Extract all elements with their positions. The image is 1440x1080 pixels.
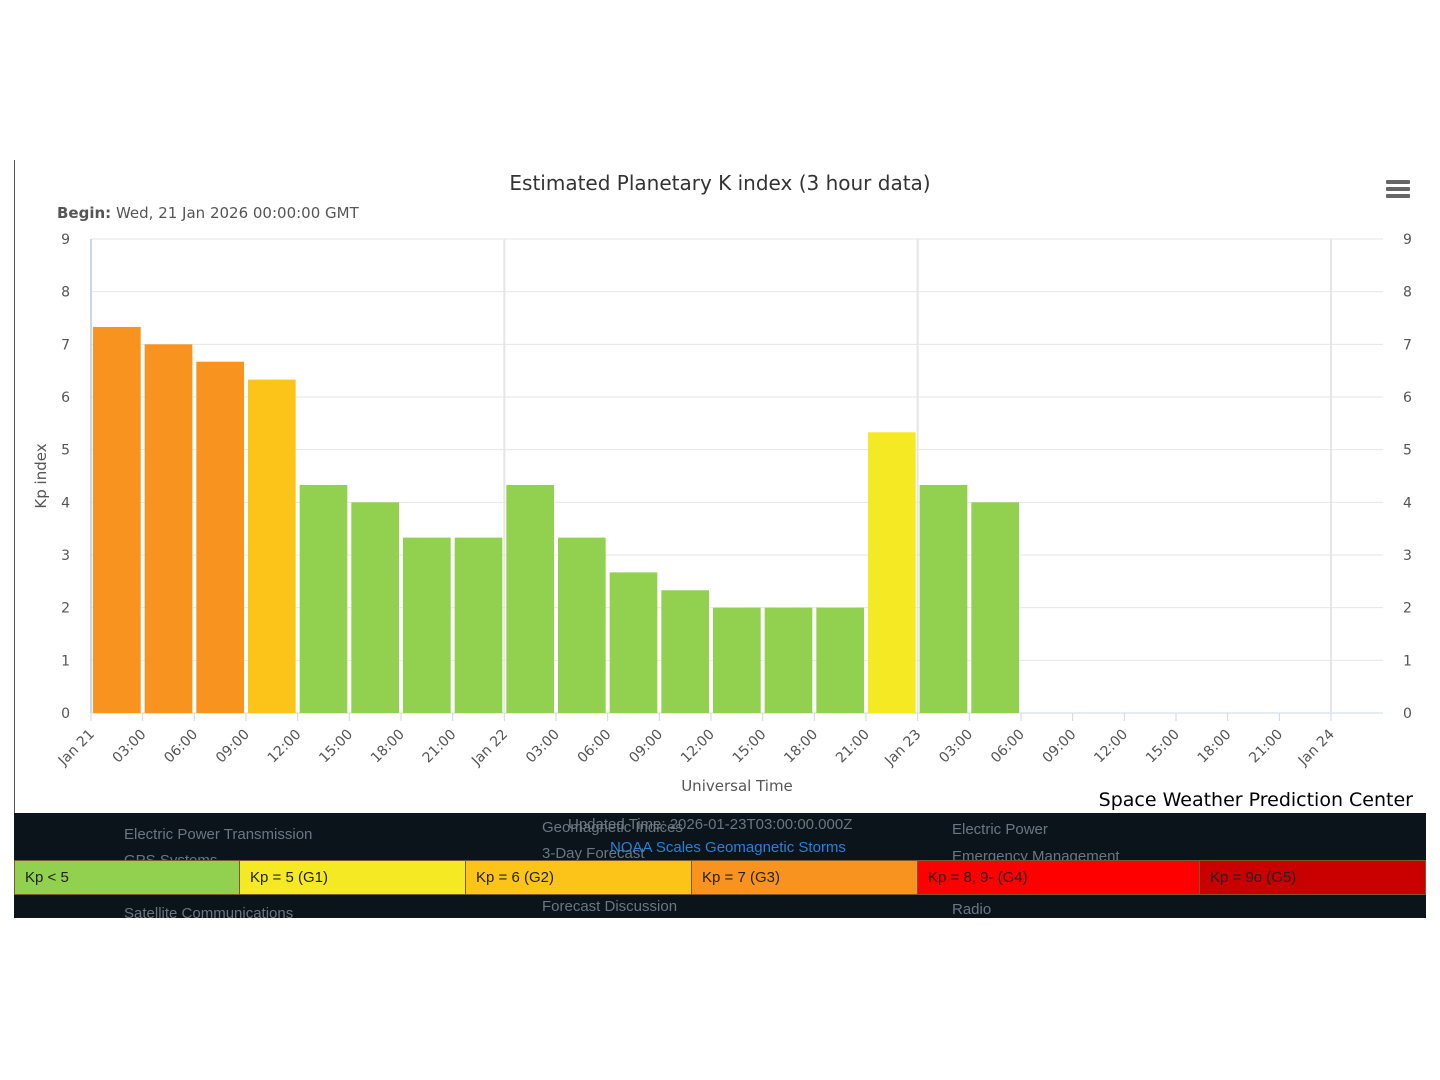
- x-tick-label: 15:00: [1143, 727, 1183, 767]
- scale-cell: Kp = 5 (G1): [240, 860, 466, 895]
- bar: [299, 484, 348, 713]
- y-tick-label-right: 3: [1403, 548, 1412, 564]
- bar: [248, 379, 296, 713]
- y-tick-label-left: 0: [61, 706, 70, 722]
- bar: [609, 572, 658, 713]
- kp-scale-legend: Kp < 5 Kp = 5 (G1) Kp = 6 (G2) Kp = 7 (G3) K…: [14, 860, 1426, 895]
- x-tick-label: 21:00: [1246, 727, 1286, 767]
- x-tick-label: 03:00: [936, 727, 976, 767]
- y-tick-label-left: 8: [61, 285, 70, 301]
- bar: [144, 344, 193, 713]
- y-tick-label-right: 7: [1403, 337, 1412, 353]
- y-tick-label-right: 5: [1403, 443, 1412, 459]
- x-tick-label: 21:00: [420, 727, 460, 767]
- bar: [558, 537, 606, 713]
- bar: [661, 590, 709, 713]
- footer-link[interactable]: Forecast Discussion: [542, 898, 678, 915]
- x-tick-label: 15:00: [730, 727, 770, 767]
- bar: [868, 432, 916, 713]
- y-tick-label-left: 2: [61, 601, 70, 617]
- y-tick-label-left: 1: [61, 653, 70, 669]
- x-tick-label: 03:00: [110, 727, 150, 767]
- scale-cell: Kp = 8, 9- (G4): [918, 860, 1200, 895]
- bar: [403, 537, 451, 713]
- bar: [971, 502, 1019, 713]
- bar: [764, 607, 813, 713]
- x-tick-label: 18:00: [368, 727, 408, 767]
- x-tick-label: 06:00: [161, 727, 201, 767]
- credit-text: Space Weather Prediction Center: [1098, 789, 1413, 811]
- footer-link[interactable]: Electric Power Transmission: [124, 826, 313, 843]
- bar: [919, 484, 968, 713]
- x-tick-label: 18:00: [781, 727, 821, 767]
- footer-link[interactable]: Satellite Communications: [124, 905, 294, 918]
- x-tick-label: 09:00: [213, 727, 253, 767]
- x-tick-label: 06:00: [575, 727, 615, 767]
- bar: [196, 361, 244, 713]
- bar: [351, 502, 399, 713]
- x-tick-label: 15:00: [316, 727, 356, 767]
- footer-link[interactable]: Radio: [952, 901, 992, 918]
- x-tick-label: 18:00: [1195, 727, 1235, 767]
- y-tick-label-left: 3: [61, 548, 70, 564]
- y-tick-label-right: 1: [1403, 653, 1412, 669]
- footer-link[interactable]: Geomagnetic Indices: [542, 819, 683, 836]
- x-tick-label: 09:00: [1040, 727, 1080, 767]
- y-tick-label-left: 6: [61, 390, 70, 406]
- x-tick-label: 12:00: [1091, 727, 1131, 767]
- frame-border: [14, 160, 15, 813]
- bar: [454, 537, 503, 713]
- y-tick-label-left: 5: [61, 443, 70, 459]
- x-axis-title: Universal Time: [681, 777, 793, 795]
- y-axis-title: Kp index: [32, 443, 50, 508]
- y-tick-label-right: 6: [1403, 390, 1412, 406]
- begin-time: Begin: Wed, 21 Jan 2026 00:00:00 GMT: [57, 204, 359, 222]
- x-tick-label: 12:00: [678, 727, 718, 767]
- x-tick-label: Jan 21: [55, 727, 98, 770]
- y-tick-label-left: 4: [61, 495, 70, 511]
- x-tick-label: Jan 23: [881, 727, 924, 770]
- y-tick-label-right: 9: [1403, 232, 1412, 248]
- noaa-scales-link[interactable]: NOAA Scales Geomagnetic Storms: [610, 839, 846, 856]
- bar: [713, 607, 761, 713]
- scale-cell: Kp < 5: [14, 860, 240, 895]
- chart-title: Estimated Planetary K index (3 hour data…: [509, 171, 931, 195]
- y-tick-label-right: 4: [1403, 495, 1412, 511]
- begin-label: Begin:: [57, 204, 112, 222]
- y-tick-label-right: 8: [1403, 285, 1412, 301]
- x-tick-label: 21:00: [833, 727, 873, 767]
- footer-link[interactable]: 3-Day Forecast: [542, 845, 645, 862]
- scale-cell: Kp = 7 (G3): [692, 860, 918, 895]
- bar: [506, 484, 554, 713]
- y-tick-label-right: 2: [1403, 601, 1412, 617]
- x-tick-label: 06:00: [988, 727, 1028, 767]
- x-tick-label: Jan 22: [468, 727, 511, 770]
- begin-value: Wed, 21 Jan 2026 00:00:00 GMT: [115, 204, 359, 222]
- bar: [816, 607, 864, 713]
- x-tick-label: 03:00: [523, 727, 563, 767]
- hamburger-menu-icon[interactable]: [1386, 180, 1410, 200]
- footer-link[interactable]: Electric Power: [952, 821, 1048, 838]
- updated-time: Updated Time: 2026-01-23T03:00:00.000Z: [568, 816, 853, 833]
- x-tick-label: 12:00: [265, 727, 305, 767]
- y-tick-label-left: 7: [61, 337, 70, 353]
- y-tick-label-left: 9: [61, 232, 70, 248]
- kp-bar-chart: 0 0 1 1 2 2 3 3 4 4 5 5 6 6 7 7 8 8 9 9 Jan 21 03:00 06:00 09:0…: [32, 232, 1412, 795]
- x-tick-label: Jan 24: [1295, 726, 1338, 769]
- y-tick-label-right: 0: [1403, 706, 1412, 722]
- scale-cell: Kp = 9o (G5): [1200, 860, 1426, 895]
- bar: [93, 326, 141, 713]
- x-tick-label: 09:00: [626, 727, 666, 767]
- scale-cell: Kp = 6 (G2): [466, 860, 692, 895]
